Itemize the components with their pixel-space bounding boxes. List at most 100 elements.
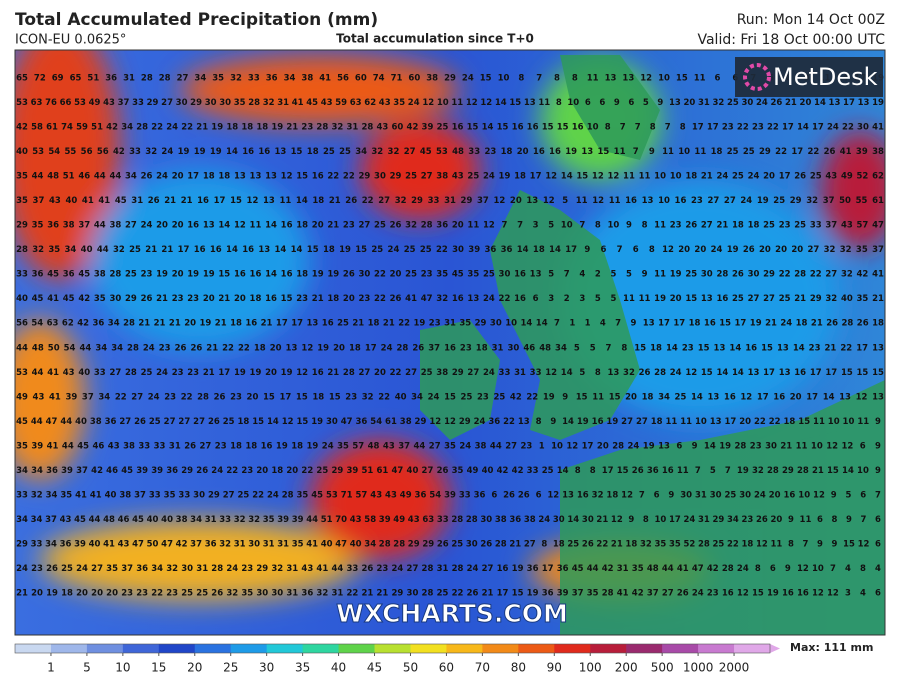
grid-value: 8 [680, 123, 686, 133]
grid-value: 20 [343, 294, 355, 304]
grid-value: 4 [579, 270, 585, 280]
grid-value: 4 [875, 564, 881, 574]
grid-value: 57 [857, 221, 869, 231]
grid-value: 24 [166, 123, 178, 133]
grid-value: 45 [16, 417, 28, 427]
grid-value: 30 [109, 294, 121, 304]
grid-value: 13 [607, 368, 619, 378]
map-frame [14, 49, 886, 636]
model: ICON-EU 0.0625° [15, 33, 126, 48]
grid-value: 15 [230, 196, 242, 206]
grid-value: 12 [797, 564, 809, 574]
grid-value: 23 [164, 392, 176, 402]
grid-value: 16 [527, 123, 539, 133]
logo: MetDesk [773, 63, 878, 91]
grid-value: 39 [65, 392, 77, 402]
grid-value: 35 [587, 589, 599, 599]
grid-value: 12 [827, 589, 839, 599]
grid-value: 34 [45, 539, 57, 549]
grid-value: 32 [388, 147, 400, 157]
grid-value: 27 [524, 539, 536, 549]
grid-value: 41 [75, 490, 87, 500]
grid-value: 26 [857, 319, 869, 329]
grid-value: 23 [707, 589, 719, 599]
grid-value: 61 [376, 466, 388, 476]
grid-value: 26 [412, 343, 424, 353]
grid-value: 16 [497, 564, 509, 574]
grid-value: 30 [857, 123, 869, 133]
grid-value: 17 [806, 392, 818, 402]
grid-value: 28 [797, 466, 809, 476]
legend-swatch [482, 644, 519, 653]
grid-value: 18 [226, 123, 238, 133]
grid-value: 38 [176, 515, 188, 525]
grid-value: 9 [692, 441, 698, 451]
grid-value: 60 [392, 123, 404, 133]
grid-value: 16 [514, 294, 526, 304]
legend-swatch [626, 644, 663, 653]
grid-value: 20 [247, 392, 259, 402]
grid-value: 12 [281, 172, 293, 182]
grid-value: 23 [722, 123, 734, 133]
grid-value: 12 [737, 589, 749, 599]
grid-value: 21 [181, 196, 193, 206]
grid-value: 50 [48, 343, 60, 353]
grid-value: 27 [404, 147, 416, 157]
grid-value: 25 [323, 147, 335, 157]
grid-value: 9 [875, 466, 881, 476]
grid-value: 20 [265, 368, 277, 378]
grid-value: 23 [187, 368, 199, 378]
grid-value: 21 [352, 319, 364, 329]
grid-value: 21 [780, 441, 792, 451]
grid-value: 27 [177, 74, 189, 84]
grid-value: 18 [784, 417, 796, 427]
grid-value: 46 [118, 515, 130, 525]
grid-value: 17 [214, 196, 226, 206]
grid-value: 22 [810, 270, 822, 280]
grid-value: 33 [428, 196, 440, 206]
grid-value: 7 [802, 539, 808, 549]
legend-label: 500 [651, 661, 674, 675]
grid-value: 34 [284, 74, 296, 84]
grid-value: 10 [654, 515, 666, 525]
grid-value: 33 [459, 490, 471, 500]
legend-label: 30 [259, 661, 274, 675]
grid-value: 26 [134, 417, 146, 427]
grid-value: 29 [461, 196, 473, 206]
grid-value: 33 [530, 368, 542, 378]
grid-value: 39 [74, 539, 86, 549]
grid-value: 19 [234, 368, 246, 378]
grid-value: 31 [492, 343, 504, 353]
grid-value: 39 [61, 466, 73, 476]
grid-value: 9 [788, 515, 794, 525]
grid-value: 16 [234, 270, 246, 280]
grid-value: 34 [31, 515, 43, 525]
grid-value: 13 [701, 294, 713, 304]
grid-value: 36 [647, 466, 659, 476]
grid-value: 15 [752, 589, 764, 599]
grid-value: 27 [125, 221, 137, 231]
grid-value: 10 [811, 441, 823, 451]
grid-value: 20 [771, 515, 783, 525]
grid-value: 24 [143, 343, 155, 353]
grid-value: 12 [483, 221, 495, 231]
grid-value: 51 [321, 515, 333, 525]
grid-value: 16 [625, 196, 637, 206]
grid-value: 20 [172, 172, 184, 182]
grid-value: 39 [557, 589, 569, 599]
grid-value: 48 [103, 515, 115, 525]
grid-value: 45 [306, 98, 318, 108]
grid-value: 27 [422, 466, 434, 476]
grid-value: 11 [639, 294, 651, 304]
grid-value: 16 [322, 319, 334, 329]
grid-value: 17 [724, 417, 736, 427]
grid-value: 33 [16, 270, 28, 280]
grid-value: 5 [590, 343, 596, 353]
grid-value: 35 [60, 490, 72, 500]
grid-value: 33 [129, 147, 141, 157]
grid-value: 18 [711, 147, 723, 157]
grid-value: 19 [527, 589, 539, 599]
grid-value: 15 [576, 172, 588, 182]
grid-value: 27 [223, 490, 235, 500]
grid-value: 8 [605, 123, 611, 133]
